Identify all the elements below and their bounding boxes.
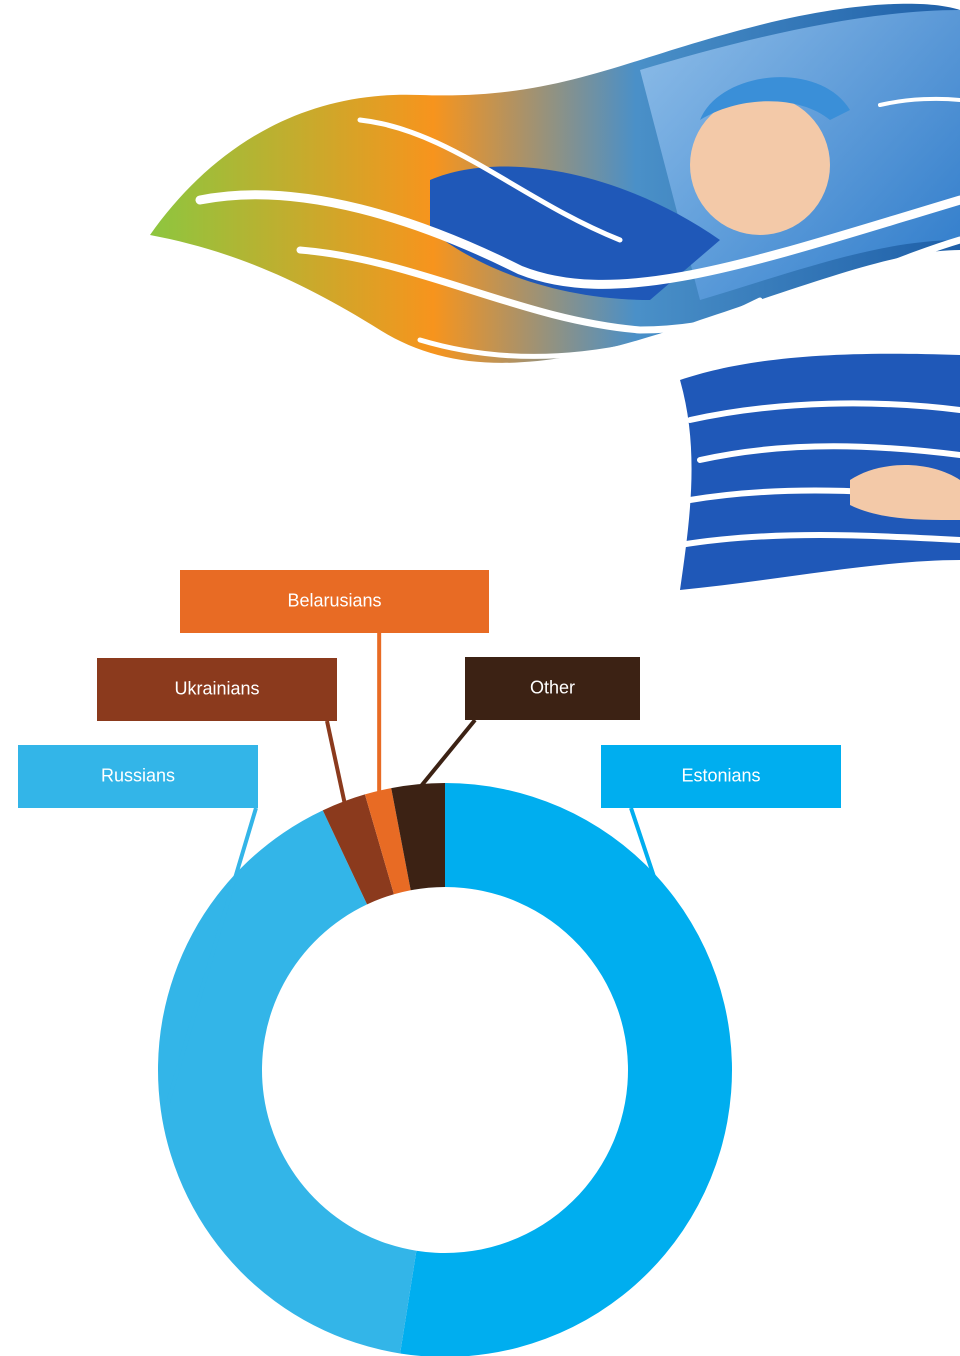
child-face-icon (690, 95, 830, 235)
callout-line-other (416, 718, 477, 791)
callout-label-belarusians: Belarusians (287, 590, 381, 610)
callout-label-ukrainians: Ukrainians (174, 678, 259, 698)
slice-other (391, 783, 445, 891)
callout-box-other (465, 657, 640, 720)
child-hand-icon (850, 465, 960, 520)
callout-line-ukrainians (325, 720, 348, 807)
callout-line-estonians (629, 807, 729, 1093)
donut-slices (157, 783, 732, 1356)
donut-callouts: Estonians Russians Ukrainians Belarusians Ot… (18, 570, 841, 1111)
slice-belarusians (364, 788, 411, 895)
callout-line-russians (163, 807, 258, 1111)
child-jacket-icon (430, 166, 720, 300)
callout-label-estonians: Estonians (681, 765, 760, 785)
slice-russians (157, 810, 417, 1354)
callout-box-ukrainians (97, 658, 337, 721)
callout-box-estonians (601, 745, 841, 808)
slice-ukrainians (322, 794, 394, 905)
callout-box-belarusians (180, 570, 489, 633)
slice-estonians (400, 783, 732, 1356)
callout-label-other: Other (530, 677, 575, 697)
callout-label-russians: Russians (101, 765, 175, 785)
child-cap-icon (700, 77, 850, 120)
banner-photo-illustration (150, 3, 960, 590)
callout-box-russians (18, 745, 258, 808)
banner-swoosh-small (680, 353, 960, 590)
